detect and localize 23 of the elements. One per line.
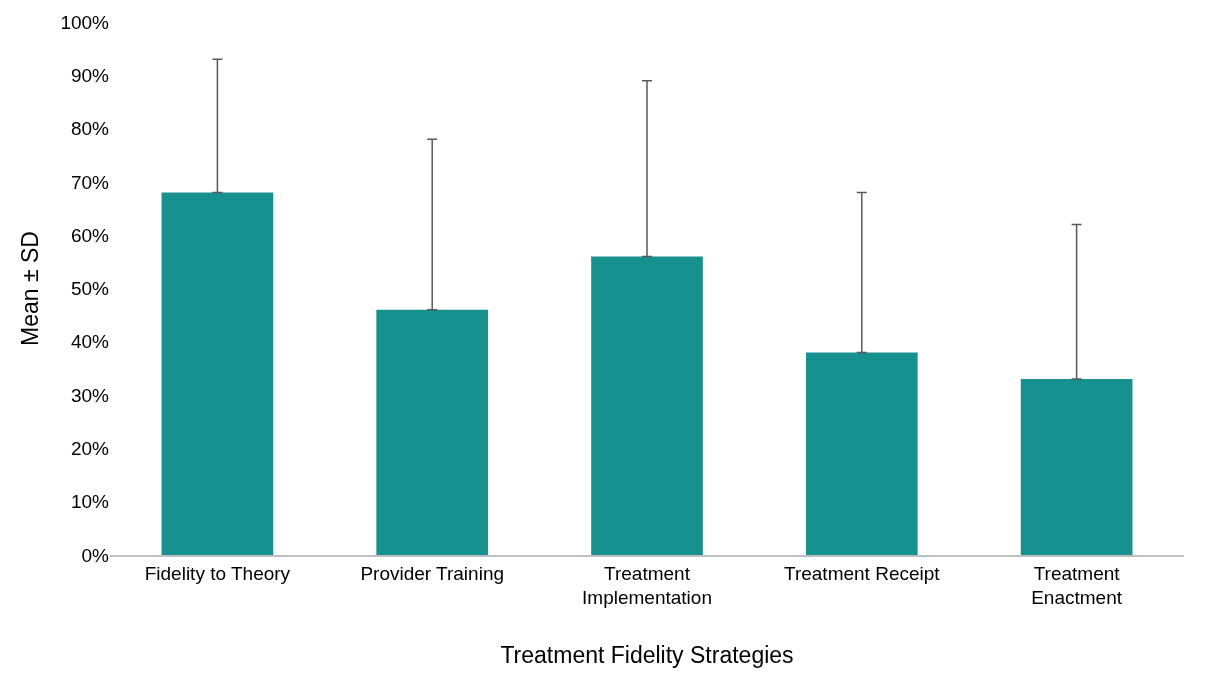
y-tick-label: 70% bbox=[70, 171, 110, 193]
x-tick-label: Treatment Receipt bbox=[784, 562, 941, 584]
x-tick-label: Treatment Implementation bbox=[582, 562, 712, 609]
y-tick-label: 50% bbox=[70, 278, 110, 300]
x-axis-title: Treatment Fidelity Strategies bbox=[500, 642, 794, 669]
y-tick-label: 100% bbox=[60, 11, 110, 33]
bar bbox=[591, 256, 703, 555]
y-axis-title: Mean ± SD bbox=[16, 231, 43, 346]
bar bbox=[1020, 379, 1133, 555]
bar bbox=[161, 192, 274, 555]
bar bbox=[805, 352, 918, 555]
y-tick-label: 20% bbox=[70, 438, 110, 460]
y-tick-label: 90% bbox=[70, 64, 110, 86]
y-tick-label: 30% bbox=[70, 384, 110, 406]
bar bbox=[376, 309, 489, 555]
y-tick-label: 60% bbox=[70, 224, 110, 246]
y-tick-label: 80% bbox=[70, 118, 110, 140]
y-tick-label: 10% bbox=[70, 491, 110, 513]
y-tick-label: 40% bbox=[70, 331, 110, 353]
x-tick-label: Fidelity to Theory bbox=[144, 562, 291, 584]
x-tick-label: Provider Training bbox=[360, 562, 505, 584]
y-tick-label: 0% bbox=[81, 544, 110, 566]
x-tick-label: Treatment Enactment bbox=[1031, 562, 1123, 609]
